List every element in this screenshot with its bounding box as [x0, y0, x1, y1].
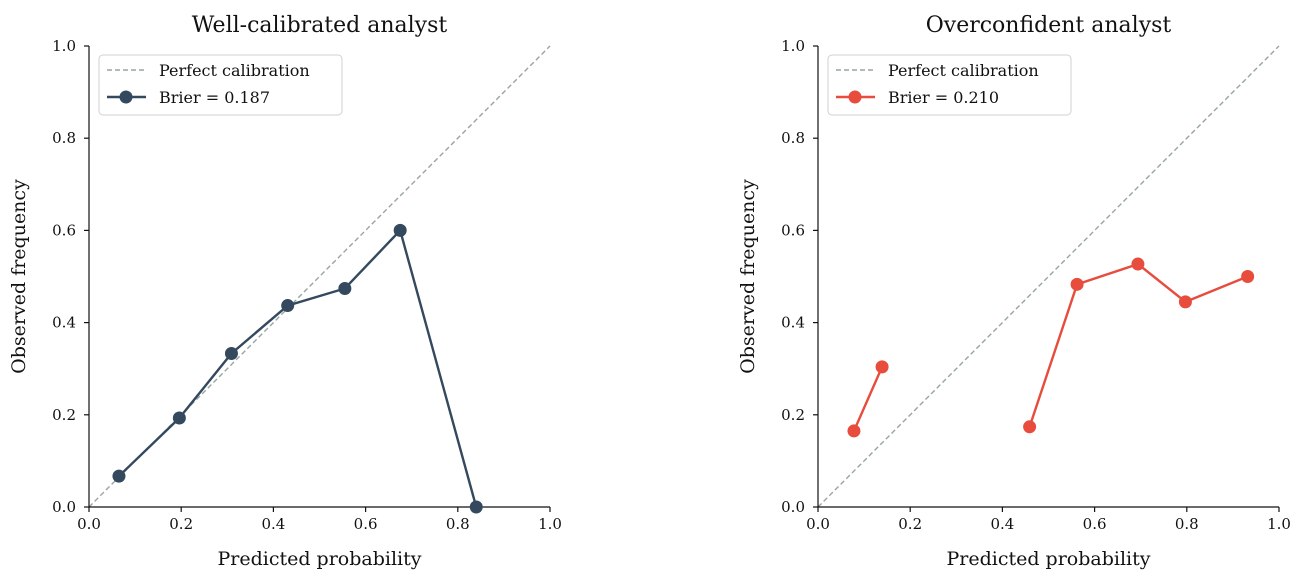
x-tick-label: 0.4 [990, 515, 1014, 533]
data-point [112, 469, 126, 483]
x-tick-label: 0.2 [898, 515, 922, 533]
series-line [118, 228, 478, 508]
data-point [1023, 420, 1037, 434]
data-point [469, 500, 483, 514]
x-tick-label: 1.0 [538, 515, 562, 533]
y-tick-label: 1.0 [781, 37, 805, 55]
x-tick-label: 0.6 [1083, 515, 1107, 533]
chart-title: Well-calibrated analyst [192, 13, 448, 38]
x-tick-label: 1.0 [1267, 515, 1291, 533]
chart-panel-1: Well-calibrated analyst 0.0 0.2 0.4 0.6 0.8 1.… [8, 13, 562, 570]
x-tick-label: 0.0 [77, 515, 101, 533]
perfect-calibration-line [817, 45, 1280, 508]
y-tick-label: 0.6 [781, 221, 805, 239]
x-tick-label: 0.2 [169, 515, 193, 533]
chart-title: Overconfident analyst [926, 13, 1172, 38]
chart-panel-2: Overconfident analyst 0.0 0.2 0.4 0.6 0.8 1.0 0… [737, 13, 1291, 570]
y-tick-label: 0.0 [781, 498, 805, 516]
y-tick-label: 0.8 [781, 129, 805, 147]
data-point [1241, 270, 1255, 283]
data-point [172, 411, 186, 425]
y-tick-label: 0.6 [52, 221, 76, 239]
data-point [224, 346, 238, 360]
data-point [1131, 257, 1145, 271]
x-tick-label: 0.8 [446, 515, 470, 533]
x-tick-label: 0.8 [1175, 515, 1199, 533]
x-tick-label: 0.6 [354, 515, 378, 533]
legend: Perfect calibration Brier = 0.210 [827, 54, 1072, 116]
y-tick-label: 0.4 [781, 314, 805, 332]
data-point [1070, 277, 1084, 291]
legend-frame [827, 54, 1072, 116]
data-point [338, 281, 352, 295]
series-line [1028, 262, 1249, 428]
y-tick-label: 0.2 [52, 406, 76, 424]
legend-marker-series [848, 90, 862, 104]
y-axis-label: Observed frequency [737, 179, 759, 374]
data-point [393, 223, 407, 237]
x-tick-label: 0.4 [261, 515, 285, 533]
data-point [1178, 295, 1192, 309]
y-axis-label: Observed frequency [8, 179, 30, 374]
data-point [875, 360, 889, 374]
y-tick-label: 0.2 [781, 406, 805, 424]
legend-label-reference: Perfect calibration [888, 61, 1039, 80]
legend-label-series: Brier = 0.210 [888, 88, 999, 107]
legend-marker-series [119, 90, 133, 104]
series-line [852, 366, 884, 432]
legend-frame [98, 54, 343, 116]
legend-label-series: Brier = 0.187 [159, 88, 270, 107]
y-tick-label: 0.8 [52, 129, 76, 147]
y-tick-label: 0.0 [52, 498, 76, 516]
legend: Perfect calibration Brier = 0.187 [98, 54, 343, 116]
x-tick-label: 0.0 [806, 515, 830, 533]
legend-label-reference: Perfect calibration [159, 61, 310, 80]
y-tick-label: 0.4 [52, 314, 76, 332]
y-tick-label: 1.0 [52, 37, 76, 55]
data-point [847, 424, 861, 438]
x-axis-label: Predicted probability [946, 548, 1150, 570]
x-axis-label: Predicted probability [217, 548, 421, 570]
data-point [281, 299, 295, 313]
